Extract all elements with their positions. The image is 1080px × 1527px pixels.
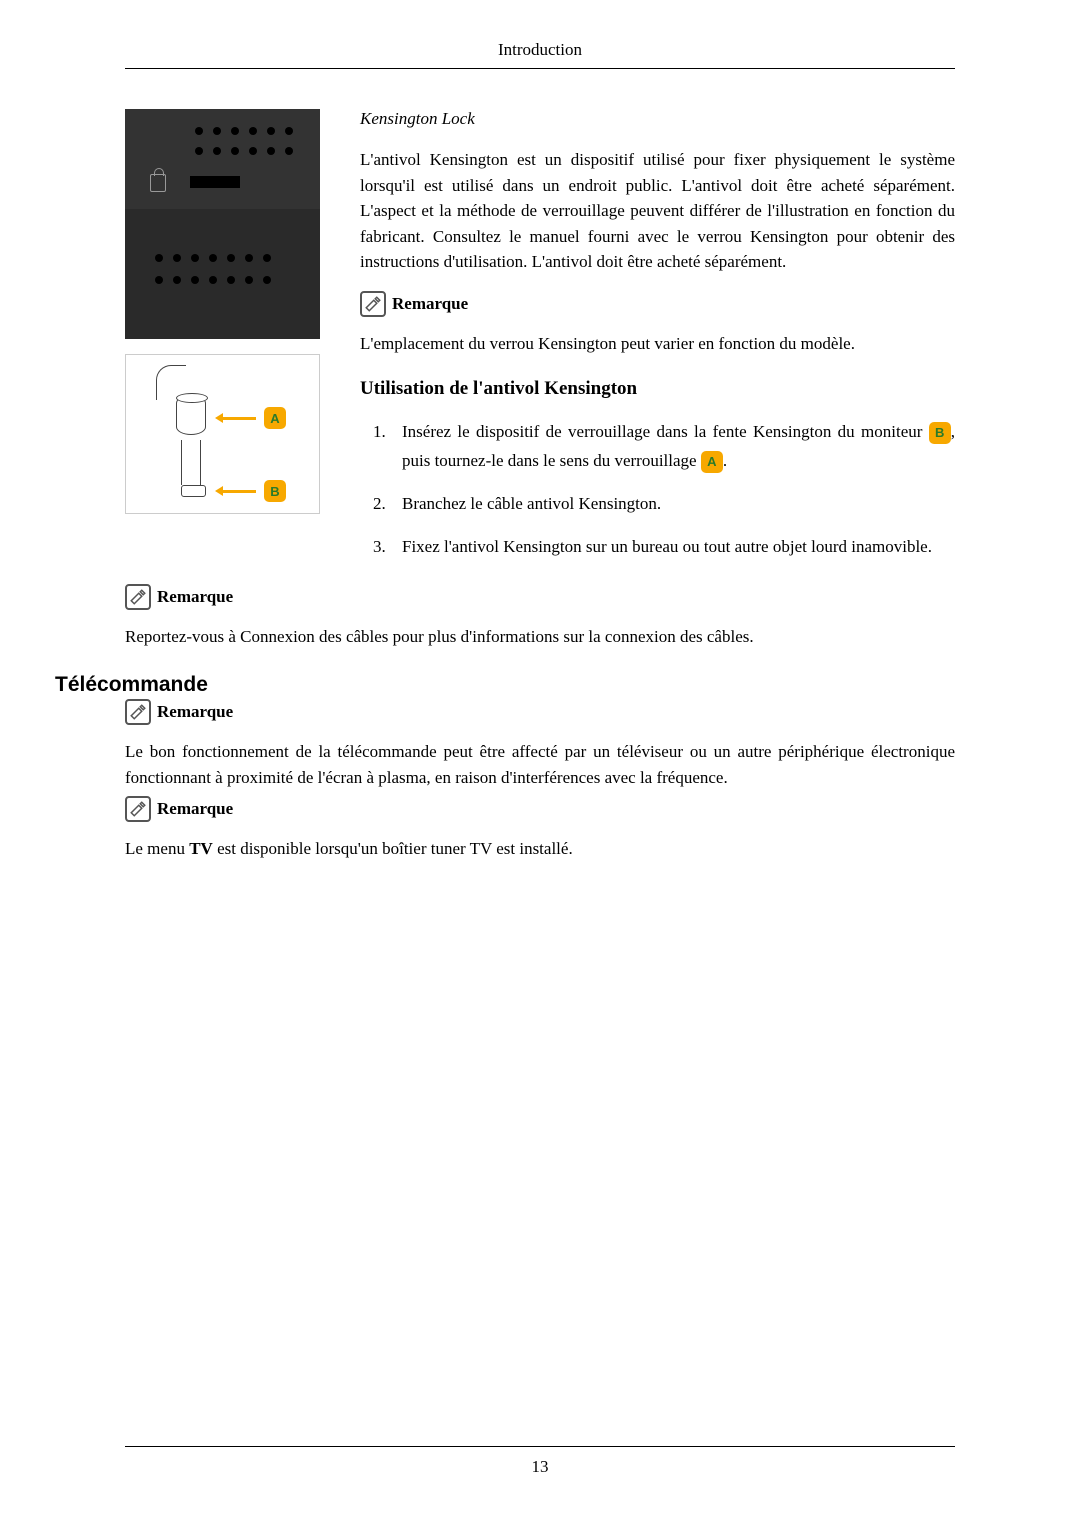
step-1: Insérez le dispositif de verrouillage da…: [390, 418, 955, 476]
steps-list: Insérez le dispositif de verrouillage da…: [360, 418, 955, 562]
kensington-title: Kensington Lock: [360, 109, 955, 129]
note2-bold: TV: [189, 839, 213, 858]
lock-diagram: A B: [125, 354, 320, 514]
page-number: 13: [532, 1457, 549, 1476]
lock-shaft: [181, 440, 201, 485]
pencil-note-icon: [125, 796, 151, 822]
pencil-note-icon: [125, 584, 151, 610]
lock-cylinder: [176, 395, 206, 435]
badge-a-icon: A: [264, 407, 286, 429]
header-title: Introduction: [498, 40, 582, 59]
note2-pre: Le menu: [125, 839, 189, 858]
note-row-2: Remarque: [125, 584, 955, 610]
device-photo: [125, 109, 320, 339]
note-label-2: Remarque: [157, 587, 233, 607]
step-2: Branchez le câble antivol Kensington.: [390, 490, 955, 519]
left-column: A B: [125, 109, 330, 578]
page-footer: 13: [125, 1446, 955, 1477]
inline-badge-a: A: [701, 451, 723, 473]
note-row-4: Remarque: [125, 796, 955, 822]
note-row-3: Remarque: [125, 699, 955, 725]
remote-note1-body: Le bon fonctionnement de la télécommande…: [125, 739, 955, 790]
remote-note2-body: Le menu TV est disponible lorsqu'un boît…: [125, 836, 955, 862]
note-label-1: Remarque: [392, 294, 468, 314]
lower-note-body: Reportez-vous à Connexion des câbles pou…: [125, 624, 955, 650]
note2-post: est disponible lorsqu'un boîtier tuner T…: [213, 839, 573, 858]
step1-post: .: [723, 451, 727, 470]
pencil-note-icon: [125, 699, 151, 725]
device-top-panel: [125, 109, 320, 209]
inline-badge-b: B: [929, 422, 951, 444]
pencil-note-icon: [360, 291, 386, 317]
kensington-body: L'antivol Kensington est un dispositif u…: [360, 147, 955, 275]
two-column-layout: A B Kensington Lock L'antivol Kensington…: [125, 109, 955, 578]
usage-heading: Utilisation de l'antivol Kensington: [360, 378, 955, 400]
badge-b-icon: B: [264, 480, 286, 502]
key-slot: [181, 485, 206, 497]
step1-pre: Insérez le dispositif de verrouillage da…: [402, 422, 929, 441]
kensington-slot: [190, 176, 240, 188]
right-column: Kensington Lock L'antivol Kensington est…: [360, 109, 955, 578]
note-label-4: Remarque: [157, 799, 233, 819]
note-body-1: L'emplacement du verrou Kensington peut …: [360, 331, 955, 357]
remote-heading: Télécommande: [55, 673, 955, 697]
arrow-a: A: [221, 407, 286, 429]
arrow-b: B: [221, 480, 286, 502]
page-header: Introduction: [125, 40, 955, 69]
note-row-1: Remarque: [360, 291, 955, 317]
page-content: Introduction: [0, 0, 1080, 862]
step-3: Fixez l'antivol Kensington sur un bureau…: [390, 533, 955, 562]
full-width-section: Remarque Reportez-vous à Connexion des c…: [125, 584, 955, 862]
lock-icon: [150, 174, 166, 192]
note-label-3: Remarque: [157, 702, 233, 722]
